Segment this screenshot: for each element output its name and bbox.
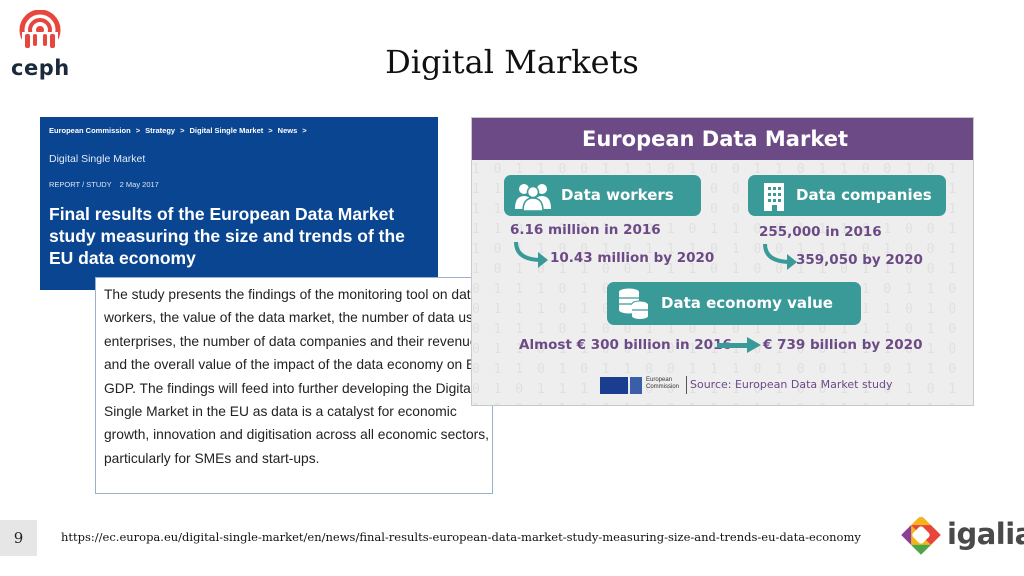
data-companies-label: Data companies — [796, 186, 932, 204]
infographic-header: European Data Market — [472, 118, 973, 160]
slide-title: Digital Markets — [385, 43, 639, 81]
data-economy-pill: Data economy value — [607, 282, 861, 325]
data-workers-2020: 10.43 million by 2020 — [550, 250, 715, 266]
people-icon — [515, 184, 551, 211]
eu-flag-icon — [600, 377, 628, 394]
commission-emblem-icon — [630, 377, 642, 394]
source-url[interactable]: https://ec.europa.eu/digital-single-mark… — [61, 530, 861, 544]
section-name: Digital Single Market — [49, 153, 146, 165]
coins-icon — [619, 288, 649, 319]
breadcrumb-item[interactable]: News — [277, 126, 298, 135]
arrow-right-icon — [717, 337, 761, 353]
trend-arrow-icon — [763, 243, 797, 270]
source-text: Source: European Data Market study — [690, 378, 893, 391]
data-economy-label: Data economy value — [661, 294, 833, 312]
building-icon — [764, 183, 784, 211]
article-summary: The study presents the findings of the m… — [104, 287, 489, 466]
article-headline: Final results of the European Data Marke… — [49, 204, 405, 268]
data-economy-2016: Almost € 300 billion in 2016 — [519, 337, 732, 353]
breadcrumb: European Commission > Strategy > Digital Sin… — [49, 126, 312, 135]
ceph-logo-text: ceph — [11, 56, 70, 80]
data-economy-2020: € 739 billion by 2020 — [763, 337, 923, 353]
article-date: 2 May 2017 — [119, 180, 159, 189]
breadcrumb-separator: > — [268, 126, 273, 135]
breadcrumb-item[interactable]: European Commission — [49, 126, 131, 135]
breadcrumb-separator: > — [180, 126, 185, 135]
article-summary-box: The study presents the findings of the m… — [95, 277, 493, 494]
article-meta: REPORT / STUDY 2 May 2017 — [49, 180, 167, 189]
trend-arrow-icon — [514, 241, 548, 268]
data-companies-2020: 359,050 by 2020 — [796, 252, 923, 268]
breadcrumb-separator: > — [302, 126, 307, 135]
infographic: 1 0 1 1 0 0 1 1 1 0 1 0 0 1 1 0 1 1 0 0 … — [471, 117, 974, 406]
ceph-logo: ceph — [10, 10, 70, 82]
data-workers-label: Data workers — [561, 186, 674, 204]
igalia-logo: igalia — [900, 514, 1024, 556]
page-number: 9 — [0, 520, 37, 556]
data-workers-pill: Data workers — [504, 175, 701, 216]
divider — [686, 376, 687, 394]
igalia-logo-icon — [901, 516, 941, 555]
breadcrumb-item[interactable]: Digital Single Market — [189, 126, 264, 135]
data-companies-pill: Data companies — [748, 175, 946, 216]
igalia-logo-text: igalia — [947, 517, 1024, 551]
data-workers-2016: 6.16 million in 2016 — [510, 222, 661, 238]
breadcrumb-item[interactable]: Strategy — [145, 126, 176, 135]
article-banner: European Commission > Strategy > Digital Sin… — [40, 117, 438, 290]
article-type: REPORT / STUDY — [49, 180, 112, 189]
infographic-title: European Data Market — [582, 127, 849, 151]
breadcrumb-separator: > — [135, 126, 141, 135]
commission-label: European Commission — [646, 377, 680, 390]
ceph-octopus-icon — [19, 10, 61, 54]
data-companies-2016: 255,000 in 2016 — [759, 224, 882, 240]
